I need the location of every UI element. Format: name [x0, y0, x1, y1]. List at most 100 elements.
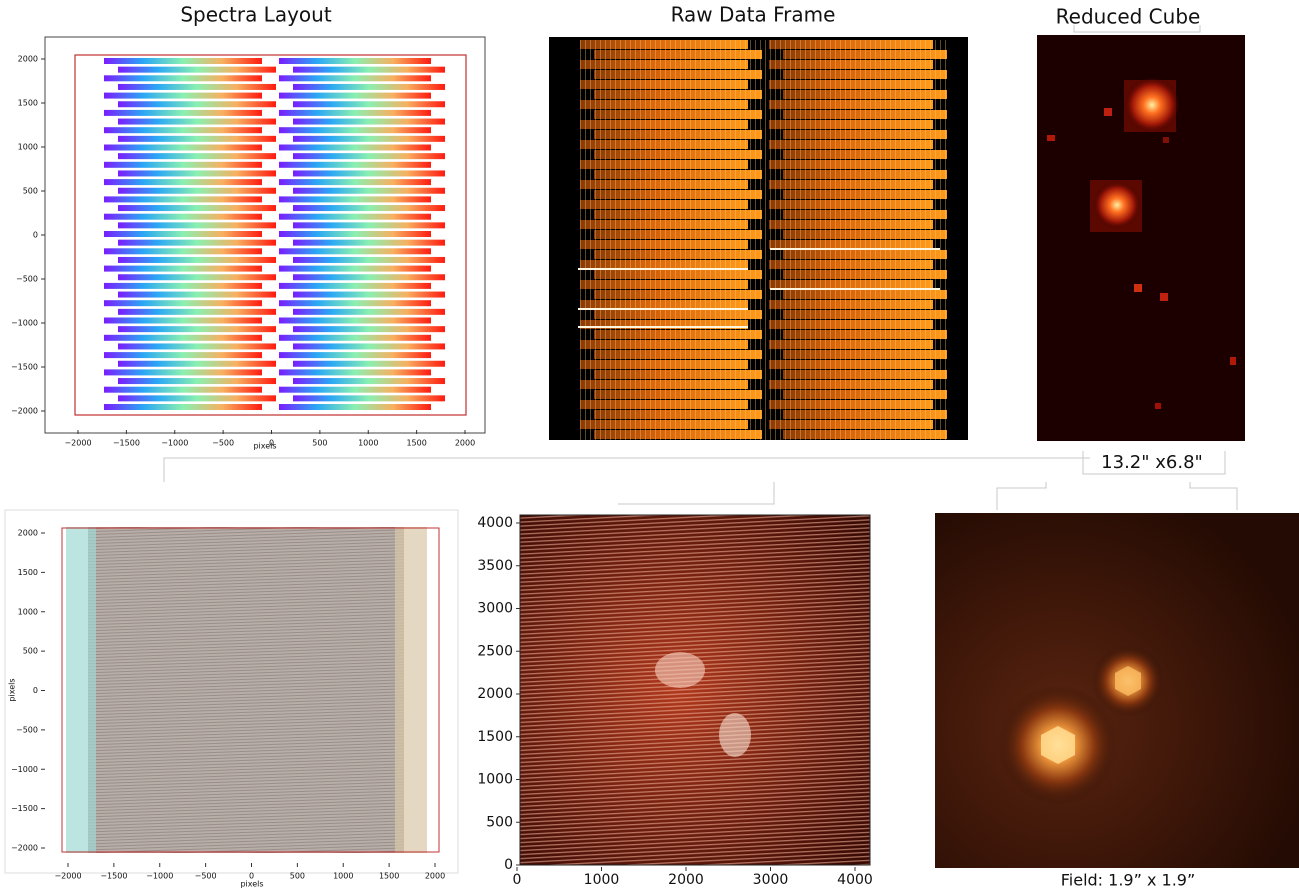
spectrum — [118, 153, 276, 159]
panel-title: Spectra Layout — [180, 3, 332, 27]
spectrum — [104, 110, 262, 116]
y-tick-label: 500 — [23, 187, 38, 196]
y-tick-label: 500 — [486, 814, 513, 830]
spectrum — [104, 266, 262, 272]
y-tick-label: 500 — [23, 647, 38, 656]
bright-line — [770, 288, 940, 290]
spectrum — [104, 75, 262, 81]
spectrum — [104, 248, 262, 254]
spectrum — [104, 196, 262, 202]
spectra — [104, 58, 445, 410]
y-tick-label: 0 — [33, 686, 38, 695]
x-tick-label: −1000 — [161, 439, 188, 448]
spectrum — [118, 309, 276, 315]
x-tick-label: −500 — [195, 872, 217, 881]
spectrum — [279, 214, 431, 220]
spectrum — [279, 318, 431, 324]
field-caption: Field: 1.9” x 1.9” — [1061, 871, 1196, 890]
spectrum — [293, 136, 445, 142]
spectrum — [104, 404, 262, 410]
source — [1155, 403, 1161, 409]
spectrum — [118, 292, 276, 298]
blue-edge — [66, 527, 96, 853]
bright-line — [578, 326, 748, 328]
panel-title: Raw Data Frame — [671, 3, 836, 27]
texture — [580, 40, 947, 440]
spectrum — [293, 84, 445, 90]
spectrum — [279, 248, 431, 254]
x-tick-label: 1000 — [333, 872, 353, 881]
spectrum — [279, 387, 431, 393]
spectrum — [118, 274, 276, 280]
spectrum — [279, 196, 431, 202]
spectrum — [293, 361, 445, 367]
spectrum — [293, 67, 445, 73]
x-tick-label: 0 — [269, 439, 274, 448]
spectrum — [279, 93, 431, 99]
spectrum — [293, 292, 445, 298]
spectrum — [293, 119, 445, 125]
spectrum — [104, 300, 262, 306]
spectrum — [279, 145, 431, 151]
x-tick-label: −2000 — [54, 872, 81, 881]
spectrum — [279, 58, 431, 64]
y-tick-label: −500 — [16, 725, 38, 734]
spectrum — [104, 231, 262, 237]
spectrum — [293, 240, 445, 246]
spectrum — [293, 153, 445, 159]
spectra-lines — [88, 527, 404, 853]
spectrum — [279, 283, 431, 289]
y-tick-label: −1500 — [11, 363, 38, 372]
y-tick-label: 0 — [33, 231, 38, 240]
spectrum — [293, 378, 445, 384]
spectrum — [118, 119, 276, 125]
x-tick-label: −1500 — [113, 439, 140, 448]
spectrum — [118, 84, 276, 90]
x-tick-label: 3000 — [753, 872, 789, 888]
spectrum — [279, 179, 431, 185]
x-tick-label: 500 — [290, 872, 305, 881]
y-tick-label: 1500 — [18, 99, 38, 108]
x-tick-label: 1500 — [406, 439, 426, 448]
y-tick-label: 1000 — [18, 143, 38, 152]
bright-line — [578, 308, 748, 310]
spectrum — [279, 127, 431, 133]
spectrum — [104, 58, 262, 64]
bright-line — [578, 268, 748, 270]
spectrum — [118, 343, 276, 349]
y-tick-label: 1500 — [18, 568, 38, 577]
spectrum — [293, 222, 445, 228]
spectrum — [118, 188, 276, 194]
spectrum — [104, 335, 262, 341]
spectrum — [104, 387, 262, 393]
spectrum — [104, 162, 262, 168]
x-tick-label: 1000 — [358, 439, 378, 448]
y-tick-label: −1500 — [11, 804, 38, 813]
source — [1160, 293, 1168, 301]
y-tick-label: −2000 — [11, 407, 38, 416]
spectrum — [293, 326, 445, 332]
x-tick-label: 2000 — [455, 439, 475, 448]
spectrum — [118, 378, 276, 384]
y-tick-label: 2000 — [477, 686, 513, 702]
spectrum — [104, 283, 262, 289]
x-tick-label: 0 — [513, 872, 522, 888]
x-tick-label: −500 — [212, 439, 234, 448]
y-tick-label: 2500 — [477, 643, 513, 659]
raw-full-lines — [520, 515, 870, 865]
spectrum — [104, 179, 262, 185]
spectrum — [118, 395, 276, 401]
spectrum — [118, 257, 276, 263]
panel-title: Reduced Cube — [1056, 5, 1201, 29]
spectrum — [104, 127, 262, 133]
spectrum — [104, 369, 262, 375]
bright-line — [770, 248, 940, 250]
y-tick-label: −500 — [16, 275, 38, 284]
y-tick-label: −2000 — [11, 844, 38, 853]
spectrum — [279, 404, 431, 410]
spectrum — [293, 101, 445, 107]
spectrum — [293, 309, 445, 315]
spectrum — [118, 170, 276, 176]
spectrum — [293, 395, 445, 401]
spectrum — [293, 205, 445, 211]
